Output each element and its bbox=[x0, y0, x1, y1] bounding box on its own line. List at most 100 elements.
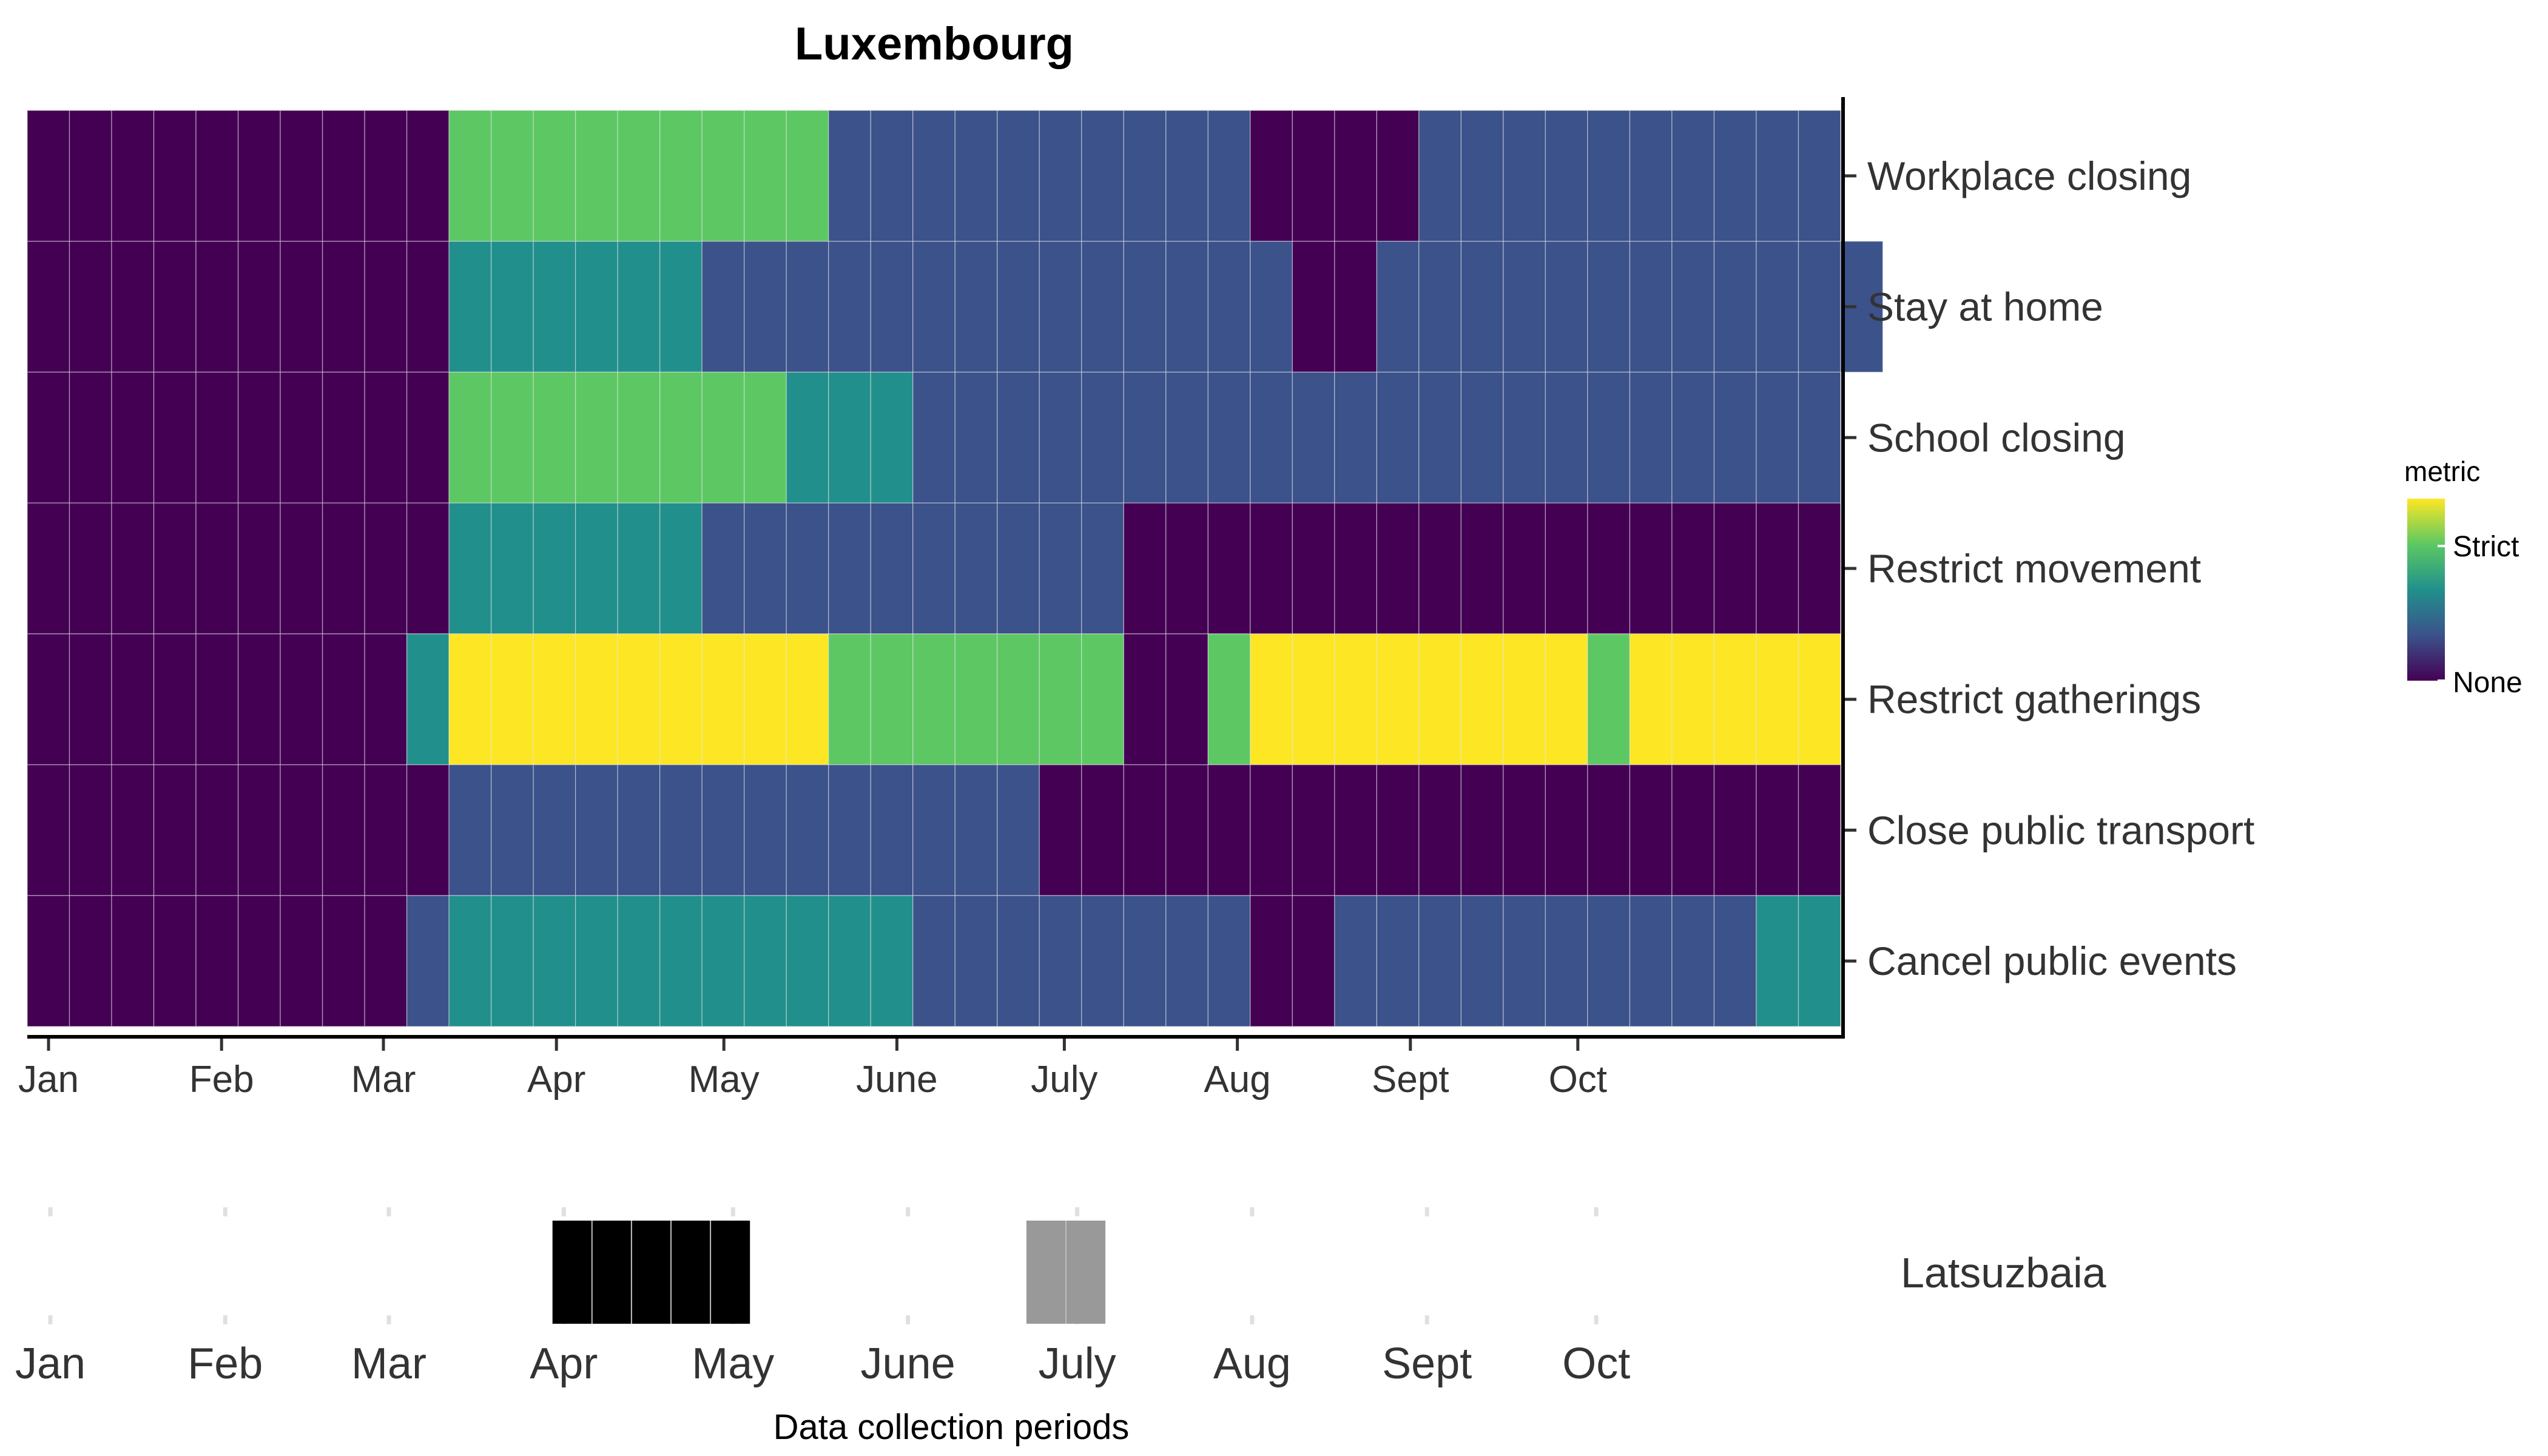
heatmap-cell bbox=[1292, 371, 1335, 504]
heatmap-cell bbox=[1545, 241, 1588, 373]
heatmap-cell bbox=[448, 241, 492, 373]
heatmap-cell bbox=[997, 110, 1040, 242]
heatmap-cell bbox=[997, 371, 1040, 504]
heatmap-cell bbox=[27, 895, 70, 1027]
heatmap-cell bbox=[912, 764, 956, 896]
heatmap-cell bbox=[1503, 764, 1546, 896]
heatmap-cell bbox=[701, 241, 745, 373]
heatmap-cell bbox=[1713, 895, 1757, 1027]
heatmap-cell bbox=[659, 764, 703, 896]
heatmap-cell bbox=[997, 895, 1040, 1027]
heatmap-cell bbox=[828, 110, 871, 242]
heatmap-cell bbox=[828, 502, 871, 635]
legend-label-none: None bbox=[2453, 667, 2523, 699]
heatmap-cell bbox=[659, 110, 703, 242]
heatmap-cell bbox=[786, 764, 829, 896]
heatmap-cell bbox=[1418, 764, 1462, 896]
heatmap-cell bbox=[364, 764, 408, 896]
heatmap-cell bbox=[111, 633, 155, 766]
heatmap-cell bbox=[1671, 371, 1715, 504]
heatmap-cell bbox=[870, 764, 914, 896]
gantt-x-label-aug: Aug bbox=[1213, 1340, 1291, 1388]
heatmap-cell bbox=[912, 371, 956, 504]
collection-period-bar-1 bbox=[552, 1221, 750, 1324]
heatmap-cell bbox=[786, 633, 829, 766]
heatmap-cell bbox=[364, 110, 408, 242]
heatmap-cell bbox=[1376, 371, 1420, 504]
heatmap-cell bbox=[1081, 895, 1124, 1027]
heatmap-cell bbox=[786, 110, 829, 242]
heatmap-cell bbox=[1376, 895, 1420, 1027]
gantt-x-label-sept: Sept bbox=[1382, 1340, 1472, 1388]
heatmap-cell bbox=[27, 241, 70, 373]
heatmap-cell bbox=[1545, 371, 1588, 504]
heatmap-cell bbox=[1039, 110, 1082, 242]
heatmap-cell bbox=[1250, 371, 1293, 504]
heatmap-cell bbox=[617, 110, 661, 242]
heatmap-cell bbox=[1039, 633, 1082, 766]
heatmap-cell bbox=[364, 633, 408, 766]
heatmap-cell bbox=[954, 895, 998, 1027]
data-collection-caption: Data collection periods bbox=[774, 1407, 1130, 1447]
heatmap-cell bbox=[1123, 633, 1167, 766]
heatmap-cell bbox=[1671, 895, 1715, 1027]
heatmap-cell bbox=[364, 502, 408, 635]
heatmap-cell bbox=[364, 371, 408, 504]
heatmap-cell bbox=[448, 764, 492, 896]
heatmap-cell bbox=[1798, 110, 1841, 242]
x-tick-label-sept: Sept bbox=[1372, 1059, 1449, 1100]
heatmap-cell bbox=[1798, 371, 1841, 504]
heatmap-cell bbox=[1545, 764, 1588, 896]
heatmap-cell bbox=[828, 371, 871, 504]
heatmap-cell bbox=[153, 764, 197, 896]
heatmap-cell bbox=[27, 633, 70, 766]
heatmap-cell bbox=[1081, 371, 1124, 504]
heatmap-cell bbox=[1081, 764, 1124, 896]
heatmap-cell bbox=[490, 371, 534, 504]
heatmap-cell bbox=[111, 502, 155, 635]
heatmap-cell bbox=[1334, 633, 1378, 766]
heatmap-cell bbox=[1460, 764, 1504, 896]
heatmap-cell bbox=[237, 241, 281, 373]
heatmap-cell bbox=[1756, 895, 1799, 1027]
heatmap-cell bbox=[448, 502, 492, 635]
heatmap-cell bbox=[1756, 764, 1799, 896]
heatmap-cell bbox=[1503, 633, 1546, 766]
heatmap-cell bbox=[111, 764, 155, 896]
heatmap-cell bbox=[744, 764, 787, 896]
heatmap-cell bbox=[1798, 241, 1841, 373]
heatmap-cell bbox=[1081, 110, 1124, 242]
heatmap-cell bbox=[1545, 110, 1588, 242]
gantt-x-label-june: June bbox=[861, 1340, 956, 1388]
heatmap-cell bbox=[1165, 502, 1208, 635]
heatmap-cell bbox=[153, 633, 197, 766]
heatmap-cell bbox=[195, 110, 239, 242]
heatmap-cell bbox=[1418, 633, 1462, 766]
heatmap-cell bbox=[1545, 895, 1588, 1027]
row-label-school-closing: School closing bbox=[1867, 415, 2126, 460]
heatmap-cell bbox=[1207, 371, 1251, 504]
heatmap-cell bbox=[1165, 371, 1208, 504]
heatmap-cell bbox=[322, 633, 365, 766]
heatmap-cell bbox=[1418, 895, 1462, 1027]
heatmap-cell bbox=[195, 633, 239, 766]
heatmap-cell bbox=[27, 110, 70, 242]
heatmap-cell bbox=[111, 241, 155, 373]
heatmap-cell bbox=[617, 633, 661, 766]
chart-title: Luxembourg bbox=[795, 18, 1074, 70]
heatmap-cell bbox=[448, 895, 492, 1027]
heatmap-cell bbox=[1587, 895, 1631, 1027]
heatmap-cell bbox=[1165, 241, 1208, 373]
row-label-restrict-movement: Restrict movement bbox=[1867, 546, 2201, 591]
heatmap-cell bbox=[1292, 110, 1335, 242]
heatmap-cell bbox=[912, 895, 956, 1027]
heatmap-cell bbox=[870, 502, 914, 635]
heatmap-cell bbox=[1756, 633, 1799, 766]
heatmap-cell bbox=[111, 110, 155, 242]
heatmap-cell bbox=[1292, 502, 1335, 635]
row-labels: Workplace closing Stay at home School clos… bbox=[1843, 153, 2254, 983]
heatmap-cell bbox=[575, 110, 618, 242]
gantt-x-label-oct: Oct bbox=[1562, 1340, 1630, 1388]
heatmap-cell bbox=[1334, 110, 1378, 242]
heatmap-cell bbox=[744, 502, 787, 635]
